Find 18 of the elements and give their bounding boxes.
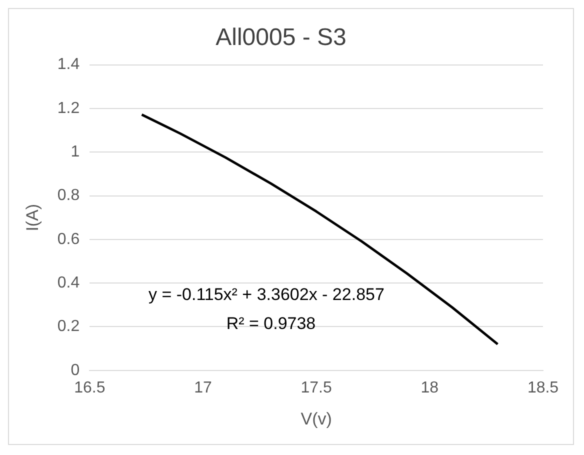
x-tick-label: 17.5	[300, 379, 332, 396]
chart-title: All0005 - S3	[216, 24, 346, 52]
y-axis-title: I(A)	[22, 204, 42, 232]
y-tick-label: 1.4	[57, 56, 80, 74]
x-tick-label: 17	[194, 379, 212, 396]
x-axis-title: V(v)	[300, 409, 332, 428]
x-tick-label: 18	[420, 379, 439, 396]
y-tick-label: 1	[70, 144, 80, 161]
annotation: R² = 0.9738	[226, 314, 316, 334]
x-tick-label: 16.5	[74, 379, 106, 396]
y-tick-label: 1.2	[57, 100, 80, 117]
x-tick-label: 18.5	[527, 379, 559, 396]
y-tick-label: 0.2	[57, 318, 80, 336]
y-tick-label: 0.8	[57, 187, 80, 204]
y-tick-label: 0	[70, 362, 80, 379]
y-tick-label: 0.4	[57, 274, 80, 292]
annotation: y = -0.115x² + 3.3602x - 22.857	[148, 285, 384, 304]
y-tick-label: 0.6	[57, 230, 80, 248]
